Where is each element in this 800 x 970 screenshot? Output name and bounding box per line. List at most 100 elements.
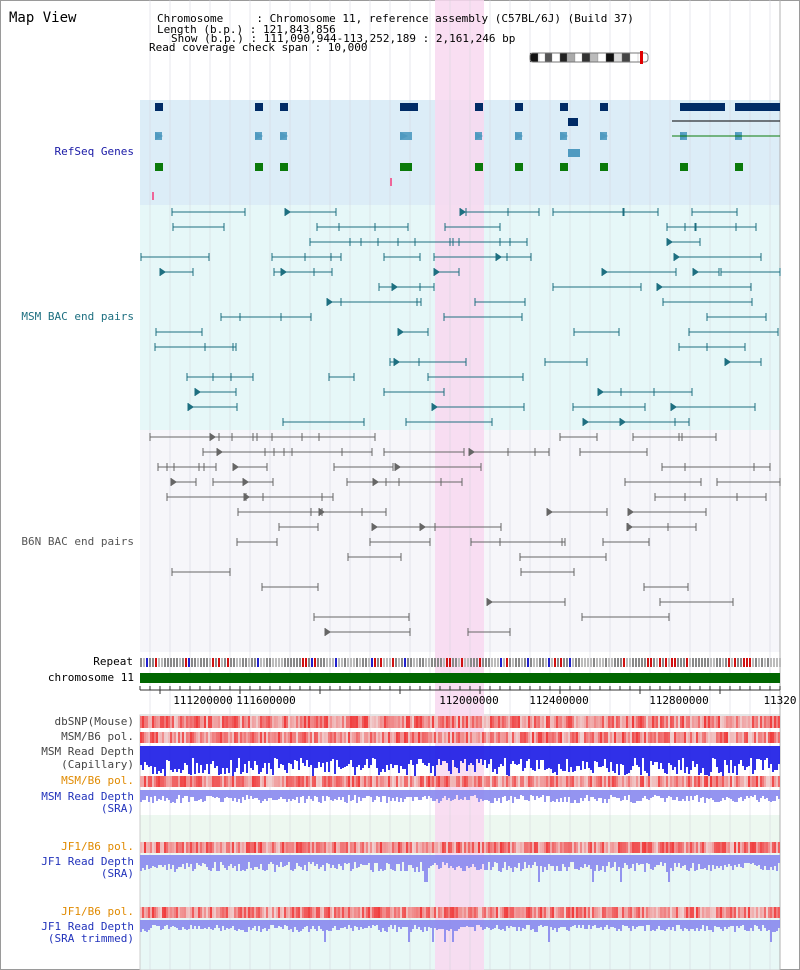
msm-b6-pol-strip — [622, 732, 624, 743]
track-label-jf1-depth-trimmed[interactable]: JF1 Read Depth — [41, 920, 134, 933]
b6n-bac-pair — [171, 478, 177, 486]
dbsnp-strip — [386, 716, 388, 728]
track-label-chromosome[interactable]: chromosome 11 — [47, 671, 134, 684]
jf1-depth-sra-bar — [228, 855, 230, 866]
highlight-region — [435, 0, 484, 970]
jf1-b6-pol-strip — [334, 842, 336, 853]
jf1-b6-pol-strip — [742, 842, 744, 853]
jf1-depth-sra-bar — [404, 855, 406, 871]
dbsnp-strip — [176, 716, 178, 728]
repeat-mark — [566, 658, 568, 667]
msm-b6-pol-strip — [508, 732, 510, 743]
jf1-b6-pol-strip — [418, 842, 420, 853]
jf1-b6-pol-strip — [744, 842, 746, 853]
msm-b6-pol-strip — [172, 732, 174, 743]
gene-mark — [400, 163, 412, 171]
dbsnp-strip — [558, 716, 560, 728]
repeat-mark — [260, 658, 262, 667]
track-label-msm-b6-pol-1[interactable]: MSM/B6 pol. — [61, 730, 134, 743]
jf1-depth-sra-bar — [680, 855, 682, 868]
msm-b6-pol-strip — [516, 776, 518, 787]
dbsnp-strip — [448, 716, 450, 728]
msm-depth-capillary-bar — [460, 746, 462, 761]
track-label-msm-bac[interactable]: MSM BAC end pairs — [21, 310, 134, 323]
repeat-mark — [191, 658, 193, 667]
jf1-b6-pol-strip — [478, 842, 480, 853]
jf1-b6-pol-strip — [290, 842, 292, 853]
msm-b6-pol-strip — [234, 776, 236, 787]
msm-depth-sra-bar — [342, 790, 344, 797]
dbsnp-strip — [622, 716, 624, 728]
jf1-depth-sra-bar — [434, 855, 436, 863]
jf1-b6-pol-strip — [456, 842, 458, 853]
dbsnp-strip — [536, 716, 538, 728]
msm-depth-sra-bar — [194, 790, 196, 801]
track-label-dbsnp[interactable]: dbSNP(Mouse) — [54, 715, 134, 728]
jf1-depth-trimmed-bar — [604, 920, 606, 927]
msm-depth-sra-bar — [200, 790, 202, 799]
jf1-depth-trimmed-bar — [772, 920, 774, 932]
msm-b6-pol-strip — [646, 732, 648, 743]
jf1-depth-trimmed-bar — [564, 920, 566, 927]
jf1-depth-sra-bar — [398, 855, 400, 864]
jf1-b6-pol-strip — [494, 842, 496, 853]
dbsnp-strip — [662, 716, 664, 728]
msm-depth-capillary-bar — [292, 746, 294, 769]
jf1-b6-pol-strip — [410, 907, 412, 918]
gene-mark — [155, 132, 162, 140]
jf1-depth-trimmed-bar — [460, 920, 462, 927]
track-label-msm-depth-capillary[interactable]: MSM Read Depth — [41, 745, 134, 758]
jf1-b6-pol-strip — [592, 842, 594, 853]
track-label-msm-b6-pol-2[interactable]: MSM/B6 pol. — [61, 774, 134, 787]
msm-b6-pol-strip — [756, 776, 758, 787]
jf1-b6-pol-strip — [612, 842, 614, 853]
track-label-refseq[interactable]: RefSeq Genes — [54, 145, 134, 158]
jf1-depth-trimmed-bar — [528, 920, 530, 925]
track-label-jf1-b6-pol-2[interactable]: JF1/B6 pol. — [61, 905, 134, 918]
dbsnp-strip — [508, 716, 510, 728]
jf1-b6-pol-strip — [682, 907, 684, 918]
repeat-mark — [257, 658, 259, 667]
msm-b6-pol-strip — [342, 732, 344, 743]
msm-b6-pol-strip — [222, 776, 224, 787]
track-label-msm-depth-sra[interactable]: MSM Read Depth — [41, 790, 134, 803]
msm-depth-capillary-bar — [350, 746, 352, 760]
repeat-mark — [347, 658, 349, 667]
track-label-b6n-bac[interactable]: B6N BAC end pairs — [21, 535, 134, 548]
msm-b6-pol-strip — [714, 776, 716, 787]
track-label-jf1-b6-pol-1[interactable]: JF1/B6 pol. — [61, 840, 134, 853]
msm-b6-pol-strip — [660, 732, 662, 743]
msm-depth-sra-bar — [406, 790, 408, 797]
gene-mark — [735, 163, 743, 171]
msm-b6-pol-strip — [172, 776, 174, 787]
jf1-b6-pol-strip — [462, 842, 464, 853]
dbsnp-strip — [634, 716, 636, 728]
msm-b6-pol-strip — [778, 776, 780, 787]
jf1-b6-pol-strip — [472, 842, 474, 853]
msm-depth-capillary-bar — [454, 746, 456, 767]
jf1-depth-trimmed-bar — [478, 920, 480, 925]
track-label-jf1-depth-sra[interactable]: JF1 Read Depth — [41, 855, 134, 868]
msm-depth-sra-bar — [304, 790, 306, 803]
jf1-b6-pol-strip — [148, 842, 150, 853]
jf1-b6-pol-strip — [206, 907, 208, 918]
msm-b6-pol-strip — [310, 732, 312, 743]
msm-b6-pol-strip — [496, 732, 498, 743]
msm-depth-capillary-bar — [406, 746, 408, 775]
msm-depth-sra-bar — [390, 790, 392, 801]
dbsnp-strip — [520, 716, 522, 728]
msm-b6-pol-strip — [290, 732, 292, 743]
jf1-b6-pol-strip — [272, 842, 274, 853]
jf1-depth-trimmed-bar — [428, 920, 430, 927]
jf1-depth-sra-bar — [264, 855, 266, 871]
jf1-depth-sra-bar — [652, 855, 654, 870]
track-label-repeat[interactable]: Repeat — [93, 655, 133, 668]
jf1-depth-sra-bar — [422, 855, 424, 871]
jf1-b6-pol-strip — [166, 842, 168, 853]
msm-b6-pol-strip — [700, 732, 702, 743]
jf1-b6-pol-strip — [450, 842, 452, 853]
msm-depth-capillary-bar — [686, 746, 688, 767]
jf1-depth-sra-bar — [574, 855, 576, 869]
